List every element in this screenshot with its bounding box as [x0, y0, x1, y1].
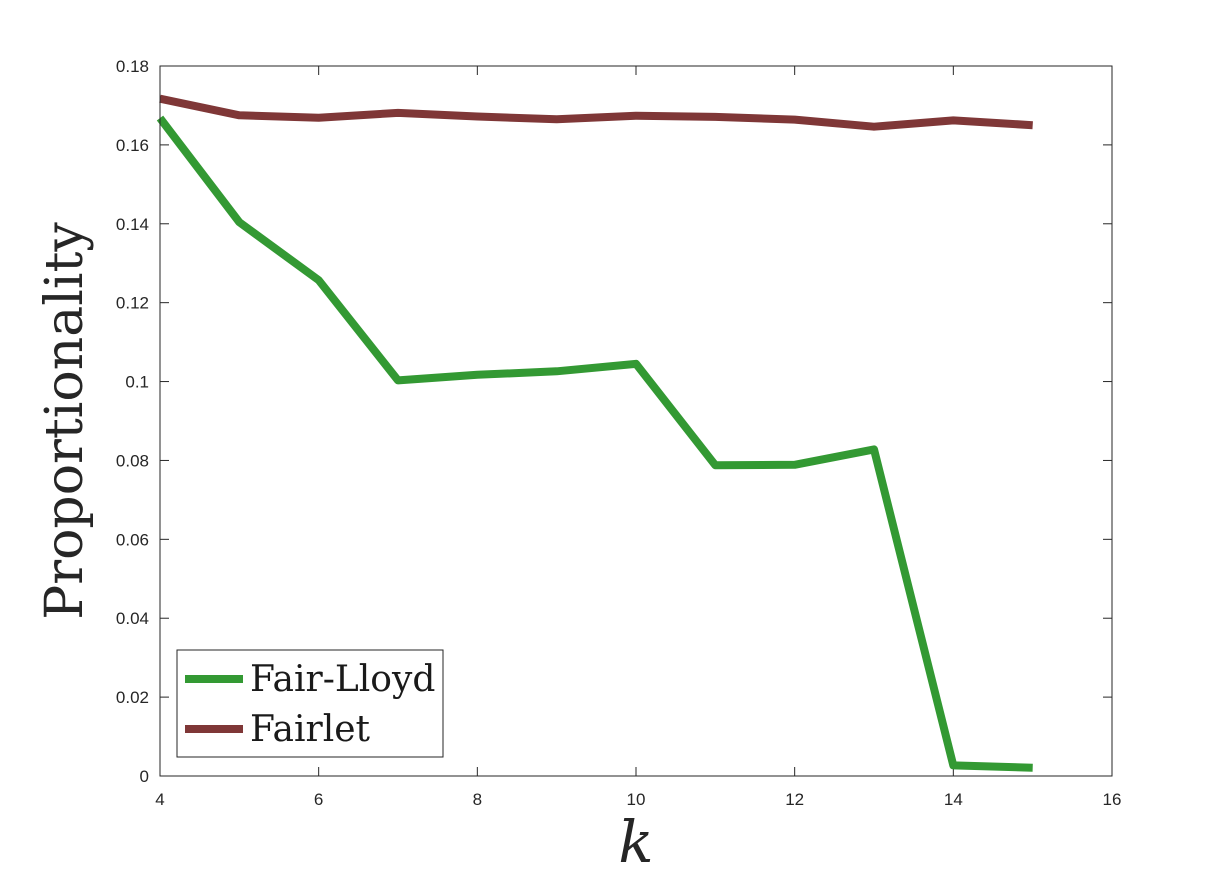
x-tick-label: 8: [473, 790, 482, 809]
y-tick-label: 0.02: [116, 688, 149, 707]
x-tick-label: 16: [1103, 790, 1122, 809]
x-tick-label: 10: [627, 790, 646, 809]
y-tick-label: 0.16: [116, 136, 149, 155]
y-tick-label: 0.12: [116, 294, 149, 313]
y-tick-label: 0.18: [116, 57, 149, 76]
plot-frame: [159, 65, 1113, 777]
y-tick-label: 0.08: [116, 451, 149, 470]
series-line-fair-lloyd: [156, 115, 1033, 772]
y-axis-title: Proportionality: [35, 222, 95, 620]
legend-label-fair-lloyd: Fair-Lloyd: [250, 659, 435, 700]
series-layer: [156, 94, 1033, 772]
y-tick-label: 0: [140, 767, 149, 786]
x-tick-label: 6: [314, 790, 323, 809]
y-tick-label: 0.1: [125, 373, 149, 392]
legend-box: [176, 649, 444, 758]
legend-label-fairlet: Fairlet: [250, 709, 371, 750]
x-tick-label: 14: [944, 790, 963, 809]
series-line-fairlet: [159, 94, 1033, 131]
x-tick-label: 12: [785, 790, 804, 809]
x-tick-label: 4: [155, 790, 164, 809]
y-tick-label: 0.06: [116, 530, 149, 549]
y-tick-label: 0.04: [116, 609, 149, 628]
x-axis-title: k: [618, 808, 653, 876]
y-tick-label: 0.14: [116, 215, 149, 234]
tick-labels: 4 6 8 10 12 14 16 0 0.02 0.04 0.06 0.08 0.1 0.12 0.14 0…: [116, 57, 1122, 809]
legend: Fair-Lloyd Fairlet: [176, 649, 444, 758]
